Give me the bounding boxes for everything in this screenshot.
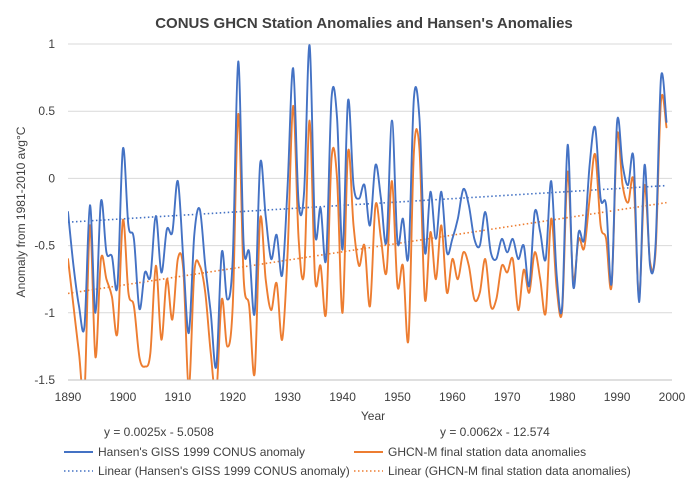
trendline-ghcn <box>68 201 667 295</box>
legend-label-hansen-trend: Linear (Hansen's GISS 1999 CONUS anomaly… <box>98 464 350 478</box>
x-tick-label: 1960 <box>439 390 466 404</box>
y-tick-label: 0 <box>48 171 55 185</box>
chart-title: CONUS GHCN Station Anomalies and Hansen'… <box>155 15 573 32</box>
x-tick-label: 1990 <box>604 390 631 404</box>
y-tick-label: 1 <box>48 37 55 51</box>
y-tick-label: 0.5 <box>38 104 55 118</box>
series-line-ghcn <box>68 93 668 380</box>
legend-label-ghcn-trend: Linear (GHCN-M final station data anomal… <box>388 464 631 478</box>
legend-label-hansen: Hansen's GISS 1999 CONUS anomaly <box>98 445 305 459</box>
x-tick-label: 1950 <box>384 390 411 404</box>
x-tick-label: 1890 <box>55 390 82 404</box>
x-tick-label: 1920 <box>219 390 246 404</box>
trend-equation-ghcn: y = 0.0062x - 12.574 <box>440 425 550 439</box>
y-tick-label: -1 <box>44 306 55 320</box>
x-tick-label: 1910 <box>164 390 191 404</box>
legend: Hansen's GISS 1999 CONUS anomaly GHCN-M … <box>64 445 631 478</box>
trend-equation-hansen: y = 0.0025x - 5.0508 <box>104 425 214 439</box>
x-tick-label: 1940 <box>329 390 356 404</box>
x-tick-label: 2000 <box>659 390 686 404</box>
x-tick-label: 1930 <box>274 390 301 404</box>
x-axis-title: Year <box>361 409 385 423</box>
gridlines <box>68 43 672 314</box>
x-tick-label: 1980 <box>549 390 576 404</box>
series-lines <box>68 44 668 380</box>
y-tick-label: -1.5 <box>34 373 55 387</box>
series-line-hansen <box>68 44 668 369</box>
x-tick-label: 1970 <box>494 390 521 404</box>
y-tick-label: -0.5 <box>34 239 55 253</box>
legend-label-ghcn: GHCN-M final station data anomalies <box>388 445 586 459</box>
x-tick-label: 1900 <box>110 390 137 404</box>
trendlines <box>68 184 667 295</box>
y-axis-title: Anomaly from 1981-2010 avg°C <box>14 126 28 297</box>
